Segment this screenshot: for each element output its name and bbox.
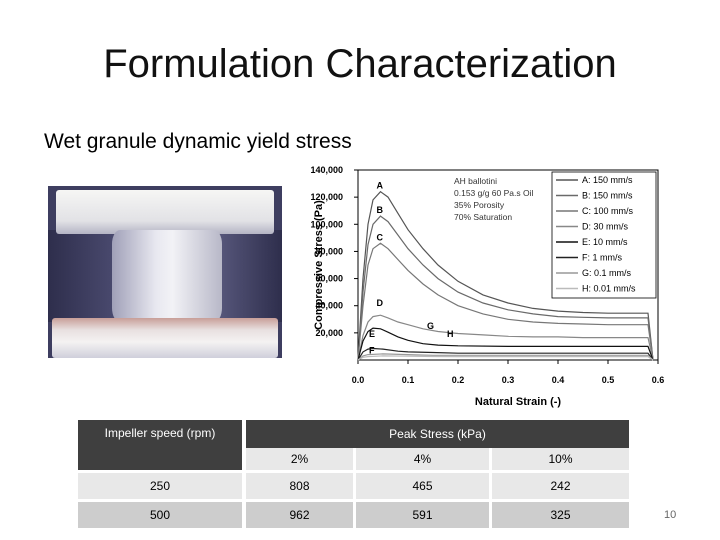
legend-entry: A: 150 mm/s [582,175,633,185]
row-value-cell: 465 [356,473,489,499]
page-number: 10 [664,509,677,521]
row-value-cell: 325 [492,502,629,528]
slide-subtitle: Wet granule dynamic yield stress [44,130,352,153]
annotation-line: 70% Saturation [454,212,512,222]
x-tick-label: 0.6 [652,375,665,385]
y-axis-label: Compressive Stress (Pa) [313,200,325,330]
series-line-g [357,353,654,361]
legend-entry: C: 100 mm/s [582,206,634,216]
series-line-h [357,355,654,361]
chart-series: A B C D EF G H [357,181,654,361]
header-peak-stress: Peak Stress (kPa) [246,420,629,448]
chart-legend: A: 150 mm/s B: 150 mm/s C: 100 mm/s D: 30 m… [551,171,657,299]
row-value-cell: 242 [492,473,629,499]
series-line-f [357,347,654,361]
legend-entry: F: 1 mm/s [582,253,622,263]
x-tick-label: 0.4 [552,375,565,385]
legend-box [551,171,657,299]
series-line-d [357,314,654,361]
series-letter: G [427,321,434,331]
series-letter: H [447,329,454,339]
x-tick-label: 0.1 [402,375,415,385]
granule-photo [48,186,282,358]
series-line-e [357,327,654,361]
row-speed-cell: 500 [78,502,242,528]
chart-annotation: AH ballotini 0.153 g/g 60 Pa.s Oil 35% Por… [454,176,533,222]
upper-platen [56,190,274,234]
chart-axes: 0.0 0.1 0.2 0.3 0.4 0.5 0.6 20,000 40,000 60,000 8… [310,165,664,408]
x-axis-label: Natural Strain (-) [475,396,562,408]
x-tick-label: 0.0 [352,375,365,385]
lower-platen [52,318,278,358]
series-letter: E [369,329,375,339]
y-tick-label: 20,000 [315,328,343,338]
series-letter: C [377,232,384,242]
series-letter: F [369,345,375,355]
y-tick-label: 60,000 [315,274,343,284]
series-letter: B [377,205,384,215]
y-tick-label: 80,000 [315,246,343,256]
legend-entry: G: 0.1 mm/s [582,268,632,278]
series-line-a [357,190,654,361]
row-value-cell: 962 [246,502,353,528]
y-tick-label: 140,000 [310,165,343,175]
x-tick-label: 0.2 [452,375,465,385]
stress-strain-chart: 0.0 0.1 0.2 0.3 0.4 0.5 0.6 20,000 40,000 60,000 8… [310,165,664,408]
y-tick-label: 100,000 [310,219,343,229]
row-value-cell: 591 [356,502,489,528]
series-line-c [357,242,654,361]
series-letter: D [377,298,384,308]
series-letter: A [377,181,384,191]
slide-title: Formulation Characterization [103,42,617,86]
series-line-b [357,215,654,361]
subheader-cell: 4% [356,448,489,470]
legend-entry: D: 30 mm/s [582,222,629,232]
header-impeller-speed: Impeller speed (rpm) [78,420,242,470]
annotation-line: 0.153 g/g 60 Pa.s Oil [454,188,533,198]
row-speed-cell: 250 [78,473,242,499]
row-value-cell: 808 [246,473,353,499]
annotation-line: AH ballotini [454,176,497,186]
granule-specimen [112,230,222,322]
annotation-line: 35% Porosity [454,200,505,210]
x-tick-label: 0.3 [502,375,515,385]
subheader-cell: 10% [492,448,629,470]
y-tick-label: 120,000 [310,192,343,202]
x-tick-label: 0.5 [602,375,615,385]
subheader-cell: 2% [246,448,353,470]
legend-entry: H: 0.01 mm/s [582,284,636,294]
peak-stress-table: Impeller speed (rpm) Peak Stress (kPa) 2… [78,420,629,528]
y-tick-label: 40,000 [315,301,343,311]
legend-entry: E: 10 mm/s [582,237,628,247]
legend-entry: B: 150 mm/s [582,191,633,201]
